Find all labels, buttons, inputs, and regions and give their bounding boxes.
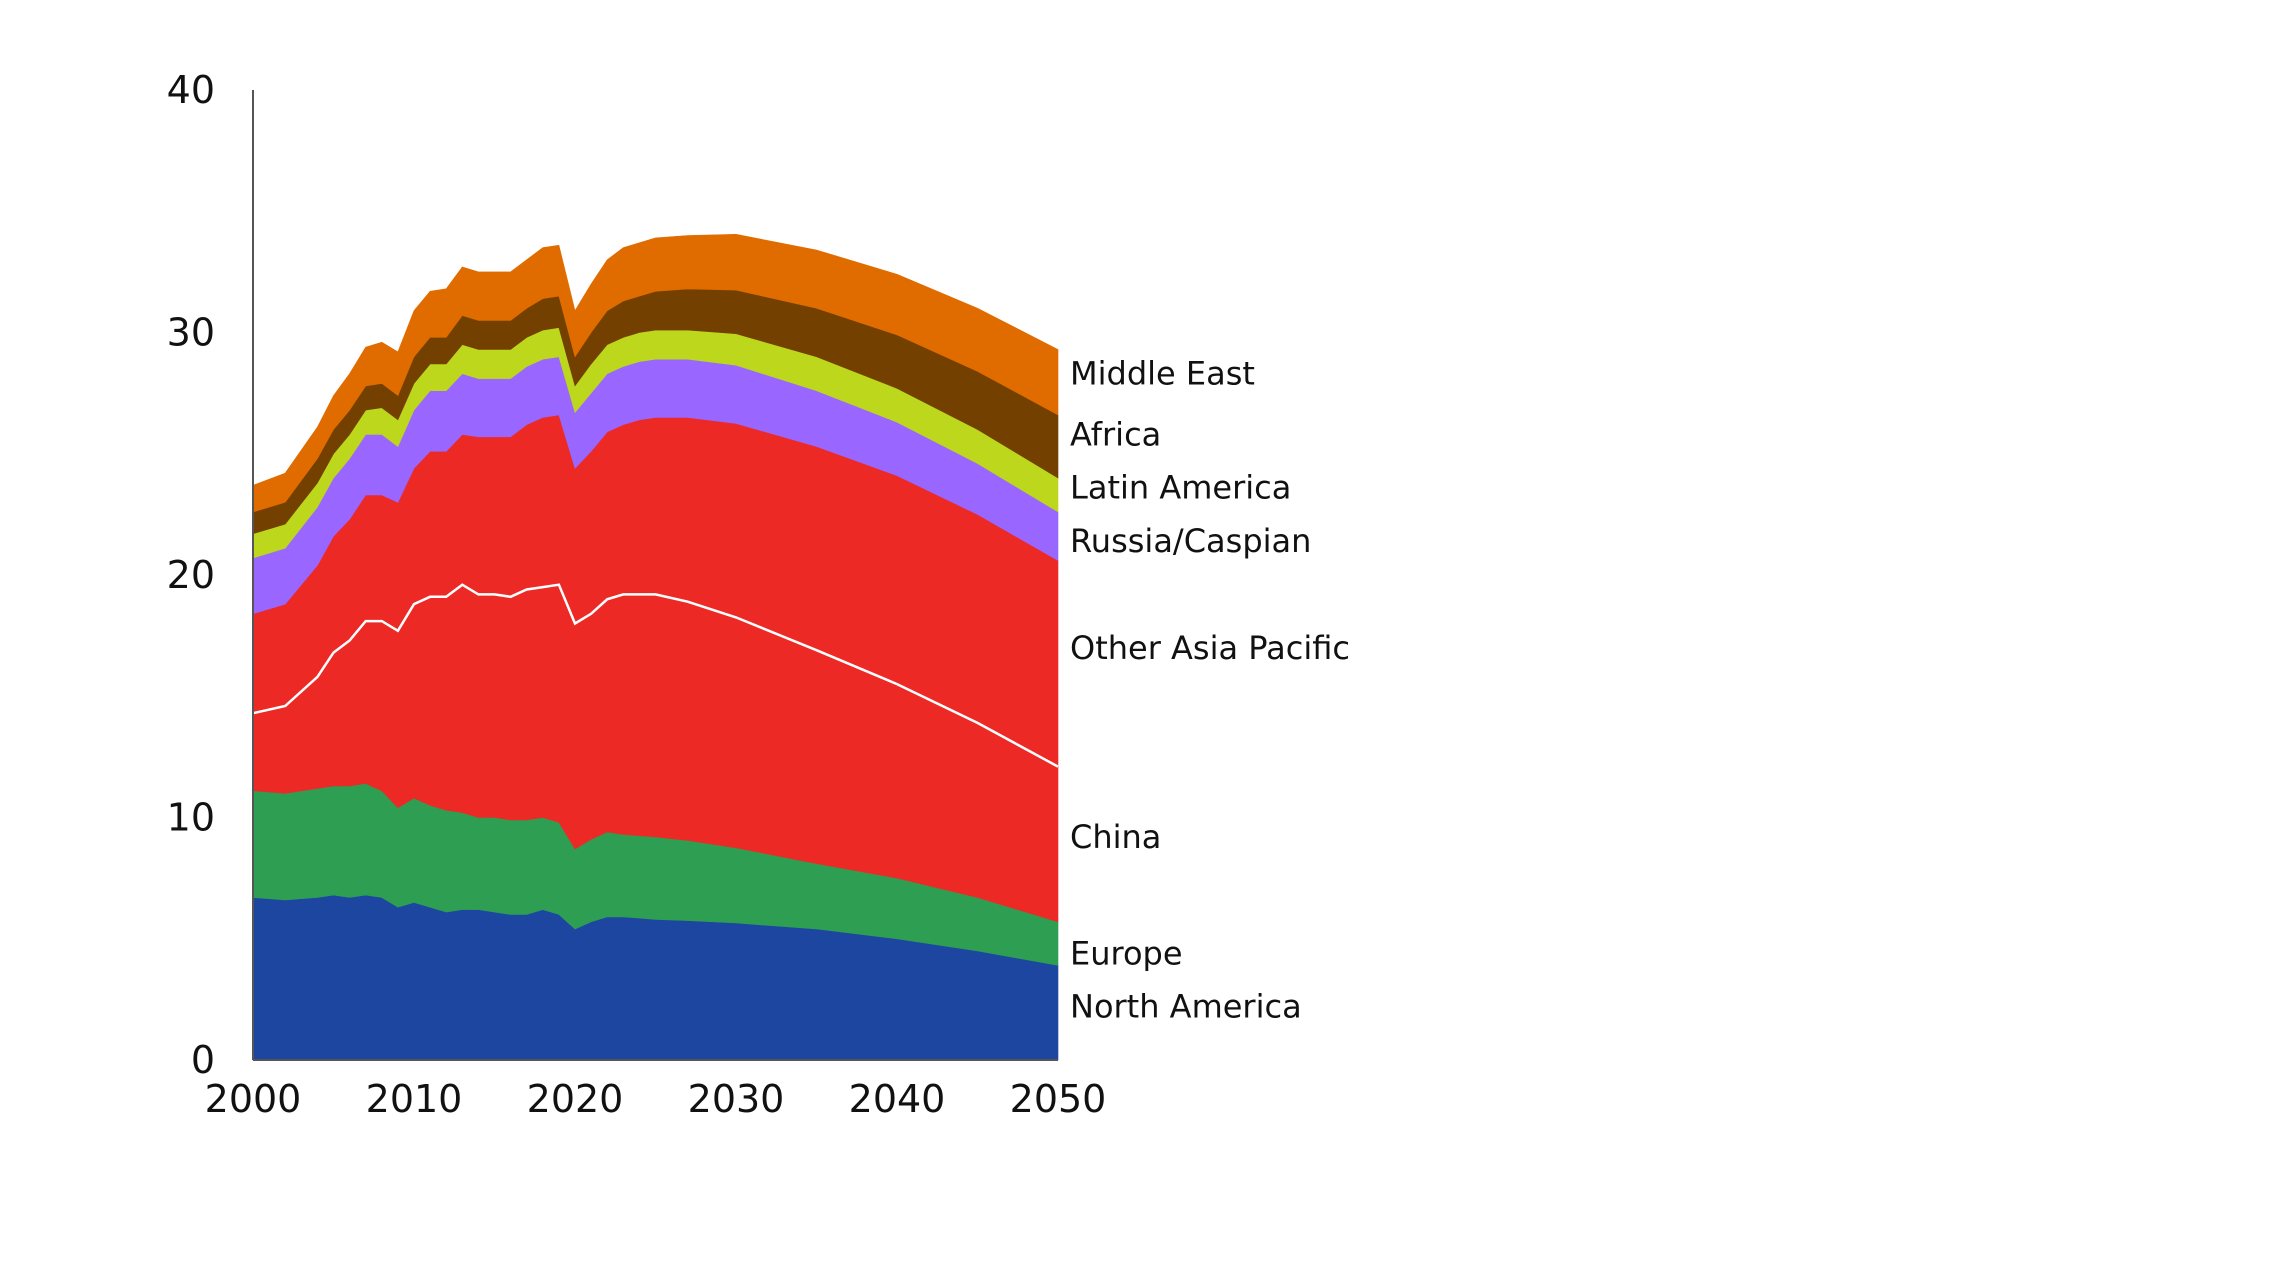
label-china: China (1070, 818, 1161, 856)
y-tick-label: 40 (167, 68, 215, 112)
label-russia-caspian: Russia/Caspian (1070, 522, 1311, 560)
y-tick-label: 0 (191, 1038, 215, 1082)
area-layers (252, 233, 1059, 1061)
divider-line-layer (252, 583, 1059, 768)
area-middle-east (252, 233, 1059, 513)
x-tick-label: 2050 (1010, 1077, 1107, 1121)
y-tick-label: 10 (167, 796, 215, 840)
label-europe: Europe (1070, 934, 1183, 972)
x-tick-label: 2040 (849, 1077, 946, 1121)
x-tick-label: 2010 (366, 1077, 463, 1121)
label-middle-east: Middle East (1070, 355, 1255, 393)
label-other-asia-pacific: Other Asia Pacific (1070, 629, 1350, 667)
y-tick-label: 30 (167, 311, 215, 355)
y-tick-label: 20 (167, 553, 215, 597)
label-latin-america: Latin America (1070, 469, 1291, 507)
series-labels: North America Europe China Other Asia Pacif… (1070, 355, 1350, 1026)
china-divider-line (252, 583, 1059, 768)
x-tick-label: 2030 (688, 1077, 785, 1121)
label-africa: Africa (1070, 415, 1161, 453)
x-tick-label: 2000 (205, 1077, 302, 1121)
x-tick-label: 2020 (527, 1077, 624, 1121)
label-north-america: North America (1070, 988, 1302, 1026)
